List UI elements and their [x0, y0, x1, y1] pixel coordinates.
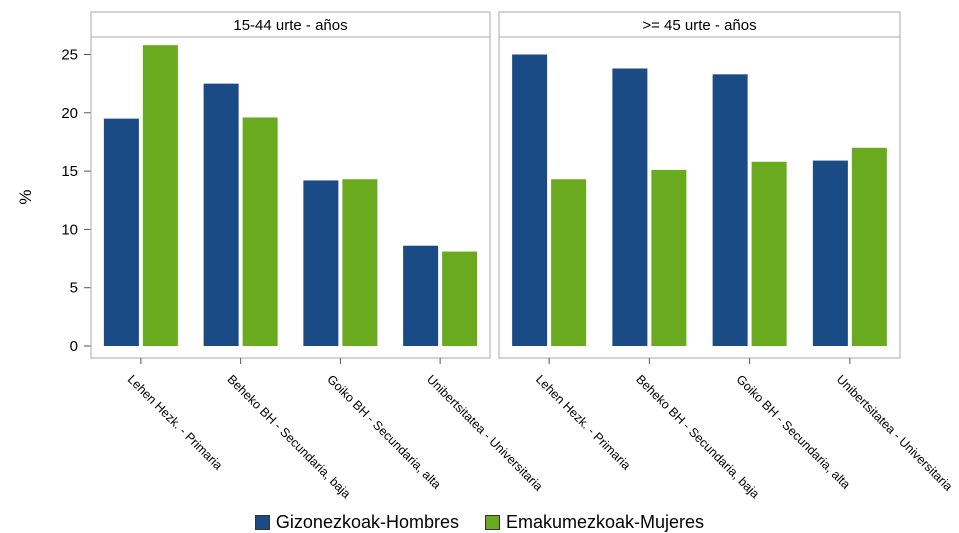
- bar-hombres: [712, 74, 748, 347]
- y-tick-label: 20: [61, 105, 78, 122]
- x-tick-label: Lehen Hezk. - Primaria: [125, 372, 225, 472]
- x-tick-label: Lehen Hezk. - Primaria: [533, 372, 633, 472]
- bar-mujeres: [751, 161, 787, 346]
- panel-frame: [498, 36, 901, 359]
- bar-mujeres: [851, 147, 887, 346]
- legend: Gizonezkoak-Hombres Emakumezkoak-Mujeres: [0, 512, 959, 532]
- bar-mujeres: [342, 179, 378, 346]
- x-tick-label: Goiko BH - Secundaria, alta: [324, 372, 443, 491]
- bar-mujeres: [651, 169, 687, 346]
- bar-hombres: [512, 54, 548, 346]
- bar-hombres: [203, 83, 239, 346]
- y-tick-label: 10: [61, 221, 78, 238]
- panel-title: 15-44 urte - años: [233, 17, 347, 34]
- legend-swatch-mujeres: [485, 514, 500, 530]
- x-tick-label: Unibertsitatea - Universitaria: [424, 372, 545, 493]
- y-tick-label: 15: [61, 163, 78, 180]
- bar-hombres: [403, 245, 439, 346]
- x-tick-label: Goiko BH - Secundaria, alta: [734, 372, 853, 491]
- bar-mujeres: [142, 45, 178, 347]
- chart-area: 0 5 10 15 20 25% 15-44 urte - años Lehen Hezk. …: [16, 11, 955, 501]
- bar-hombres: [612, 68, 648, 346]
- bar-mujeres: [551, 179, 587, 346]
- y-axis-title: %: [16, 189, 35, 204]
- x-tick-label: Unibertsitatea - Universitaria: [834, 372, 955, 493]
- y-tick-label: 5: [70, 280, 78, 297]
- bar-hombres: [303, 180, 339, 346]
- x-tick-label: Beheko BH - Secundaria, baja: [633, 372, 762, 501]
- legend-label-mujeres: Emakumezkoak-Mujeres: [506, 511, 705, 532]
- bar-mujeres: [242, 117, 278, 346]
- legend-item-mujeres: Emakumezkoak-Mujeres: [485, 512, 704, 533]
- bar-hombres: [812, 160, 848, 346]
- y-tick-label: 25: [61, 46, 78, 63]
- panel-frame: [90, 36, 491, 359]
- bar-mujeres: [442, 251, 478, 346]
- y-tick-label: 0: [70, 338, 78, 355]
- legend-swatch-hombres: [254, 514, 270, 530]
- panel-title: >= 45 urte - años: [642, 17, 756, 34]
- bar-hombres: [103, 118, 139, 346]
- legend-label-hombres: Gizonezkoak-Hombres: [275, 511, 459, 532]
- legend-item-hombres: Gizonezkoak-Hombres: [254, 511, 459, 533]
